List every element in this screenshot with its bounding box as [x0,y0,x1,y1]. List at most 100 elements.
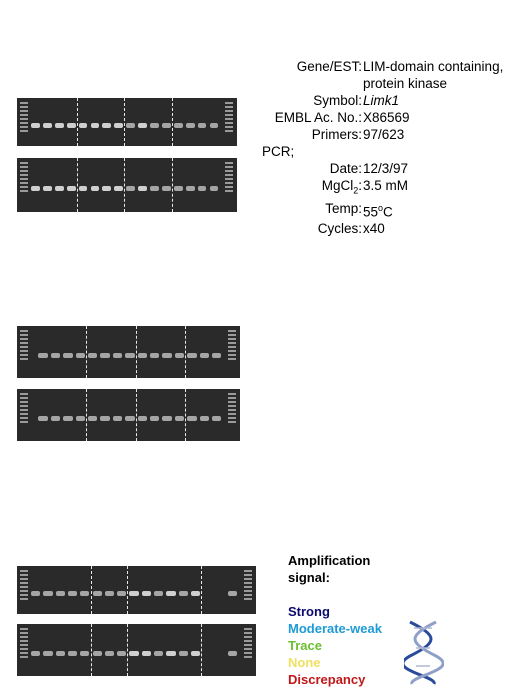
lane-divider [124,158,126,212]
ladder-band [228,421,237,423]
gel-band [90,123,100,128]
ladder-band [20,102,28,104]
gel-band [212,353,222,358]
ladder-band [225,102,234,104]
gel-band [141,591,151,596]
ladder-band [20,393,28,395]
gel-band [38,416,48,421]
ladder-band [20,570,28,572]
gel-band [92,591,102,596]
ladder-band [20,114,28,116]
ladder-band [225,162,234,164]
ladder-band [228,330,237,332]
legend-title-line1: Amplification [288,553,371,568]
gel-band [166,651,176,656]
gel-band [88,416,98,421]
ladder-band [228,334,237,336]
symbol-key: Symbol: [313,93,362,108]
ladder-band [225,106,234,108]
ladder-band [20,186,28,188]
ladder-band [20,574,28,576]
ladder-band [225,122,234,124]
gel-band [126,123,136,128]
ladder-band [244,594,253,596]
ladder-band [20,578,28,580]
date-value: 12/3/97 [363,161,409,176]
mgcl-key: MgCl2: [321,178,362,196]
ladder-band [20,640,28,642]
ladder-band [20,358,28,360]
gel-band [90,186,100,191]
gel-band [67,651,78,656]
gel-band [166,591,176,596]
ladder-band [225,110,234,112]
ladder-band [228,346,237,348]
ladder-band [225,114,234,116]
gene-key: Gene/EST: [296,59,362,74]
lane-divider [86,326,87,378]
ladder-band [228,354,237,356]
gel-band [63,416,73,421]
mgcl-value: 3.5 mM [363,178,409,193]
gel-band [43,651,53,656]
ladder-band [225,126,234,128]
ladder-band [20,636,28,638]
ladder-band [225,166,234,168]
gel-band [50,416,61,421]
gel-band [112,353,123,358]
ladder-band [20,628,28,630]
ladder-band [20,130,28,132]
ladder-band [20,166,28,168]
ladder-band [244,628,253,630]
gel-band [92,651,102,656]
ladder-band [228,358,237,360]
gel-band [100,416,110,421]
ladder-band [20,354,28,356]
gel-band [42,123,52,128]
gel-image [17,98,238,146]
gel-band [38,353,48,358]
gel-band [150,416,160,421]
gel-band [100,353,110,358]
gel-band [187,353,197,358]
ladder-band [20,170,28,172]
gel-band [209,186,219,191]
gel-band [88,353,98,358]
gel-band [66,123,76,128]
gel-band [197,186,207,191]
legend-moderate: Moderate-weak [288,621,382,636]
gel-band [112,416,123,421]
ladder-band [244,640,253,642]
ladder-band [225,170,234,172]
ladder-band [244,578,253,580]
ladder-band [20,421,28,423]
gel-band [197,123,207,128]
gel-band [54,186,64,191]
gel-band [31,123,40,128]
gel-band [162,416,172,421]
gel-band [227,591,238,596]
gel-image [17,624,257,676]
gel-band [114,123,124,128]
gel-band [185,123,195,128]
ladder-band [20,122,28,124]
ladder-band [244,590,253,592]
pcr-label: PCR; [262,144,295,159]
ladder-band [20,342,28,344]
gel-band [185,186,195,191]
lane-divider [135,326,137,378]
gel-band [50,353,61,358]
ladder-band [244,632,253,634]
gel-band [31,651,41,656]
gel-band [43,591,53,596]
ladder-band [225,182,234,184]
gel-image [17,566,257,614]
gel-band [173,186,183,191]
embl-key: EMBL Ac. No.: [274,110,362,125]
primers-value: 97/623 [363,127,405,142]
gel-image [17,158,238,212]
gel-band [138,186,147,191]
gel-band [78,123,88,128]
gel-band [104,651,115,656]
lane-divider [201,624,203,676]
